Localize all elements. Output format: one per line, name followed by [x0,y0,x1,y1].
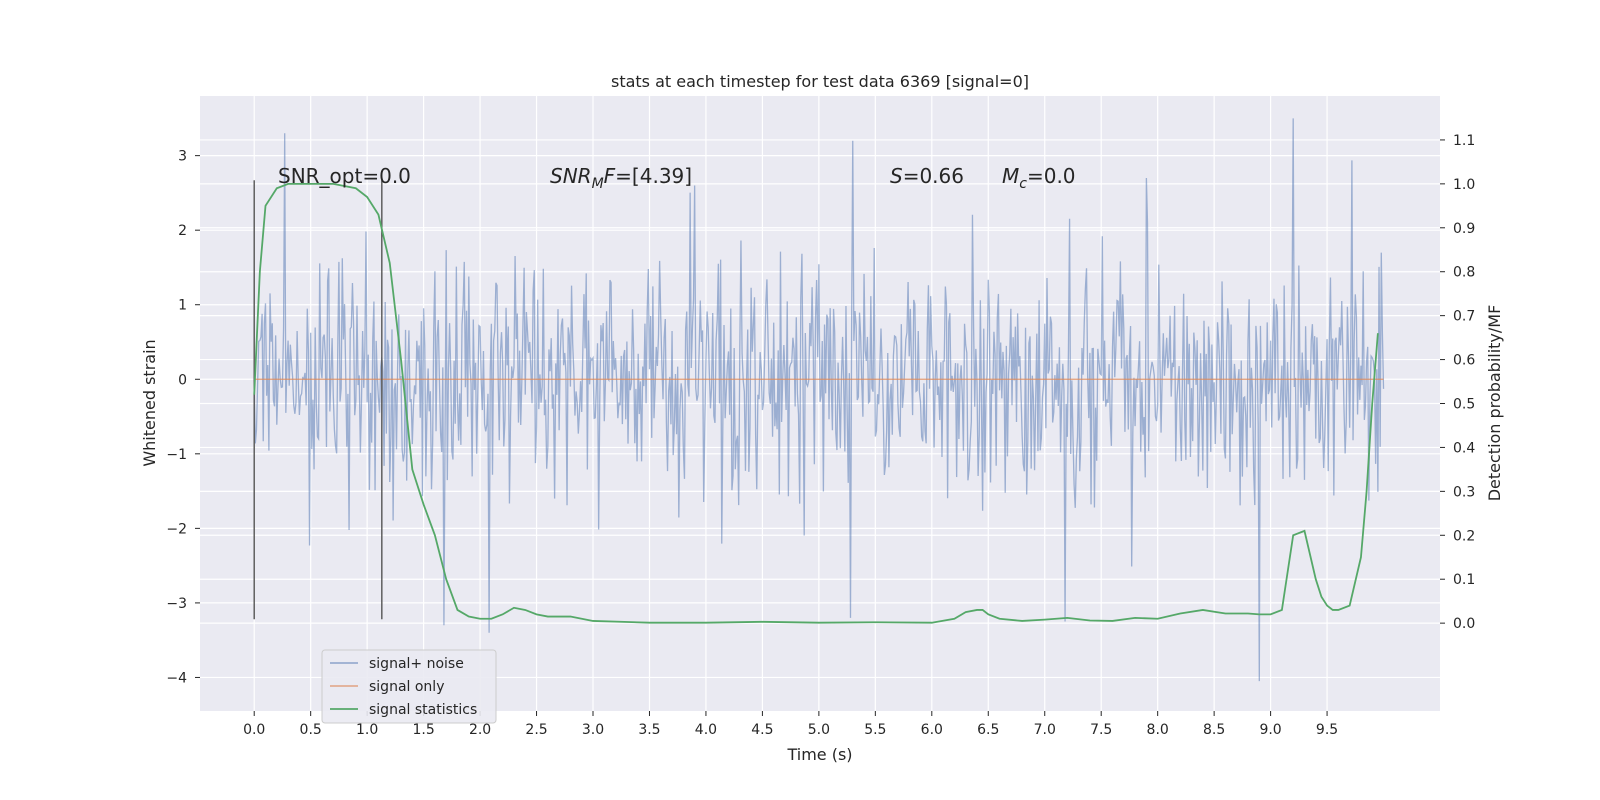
x-tick-label: 0.0 [243,722,265,738]
y-tick-label: −3 [166,596,187,612]
y-right-tick-label: 0.8 [1453,265,1475,281]
x-tick-label: 4.5 [751,722,773,738]
y-right-tick-labels: 1.1 1.0 0.9 0.8 0.7 0.6 0.5 0.4 0.3 0.2 0.1 0.0 [1440,133,1475,632]
marker-lines [253,180,383,620]
y-right-tick-label: 0.6 [1453,353,1475,369]
y-tick-labels: 3 2 1 0 −1 −2 −3 −4 [166,149,200,686]
noise-series [253,118,1385,682]
y-tick-label: 1 [178,298,187,314]
x-tick-label: 4.0 [695,722,717,738]
y-right-tick-label: 0.1 [1453,572,1475,588]
y-tick-label: 3 [178,149,187,165]
x-tick-label: 5.5 [864,722,886,738]
annotation-snr-mf: SNRMF=[4.39] [550,164,692,192]
noise-trace [253,118,1385,682]
x-tick-label: 9.5 [1316,722,1338,738]
y-tick-label: −1 [166,447,187,463]
y-right-tick-label: 1.0 [1453,177,1475,193]
y-tick-label: 2 [178,223,187,239]
y-tick-label: 0 [178,372,187,388]
grid-lines [200,96,1440,711]
signal-statistics-line [253,182,1379,624]
y-right-axis-label: Detection probability/MF [1485,305,1504,502]
legend-label-noise: signal+ noise [369,656,464,672]
x-tick-label: 3.5 [638,722,660,738]
y-axis-label: Whitened strain [140,339,159,466]
y-tick-label: −2 [166,521,187,537]
x-tick-label: 1.5 [412,722,434,738]
annotation-snr-opt: SNR_opt=0.0 [278,164,411,188]
annotation-mc: Mc=0.0 [1002,164,1076,192]
y-right-tick-label: 0.5 [1453,397,1475,413]
x-axis-label: Time (s) [786,745,852,764]
x-tick-label: 6.0 [921,722,943,738]
annotation-s: S=0.66 [890,164,964,188]
x-tick-label: 5.0 [808,722,830,738]
y-right-tick-label: 0.4 [1453,440,1475,456]
x-tick-label: 2.5 [525,722,547,738]
legend-box [321,649,497,724]
x-tick-label: 3.0 [582,722,604,738]
legend-label-stats: signal statistics [369,702,477,718]
y-tick-label: −4 [166,670,187,686]
y-right-tick-label: 0.2 [1453,528,1475,544]
y-right-tick-label: 1.1 [1453,133,1475,149]
legend: signal+ noise signal only signal statist… [321,649,497,724]
x-tick-label: 9.0 [1259,722,1281,738]
x-tick-label: 8.5 [1203,722,1225,738]
x-tick-label: 7.5 [1090,722,1112,738]
chart-title: stats at each timestep for test data 636… [611,72,1029,91]
x-tick-label: 1.0 [356,722,378,738]
y-right-tick-label: 0.0 [1453,616,1475,632]
legend-label-signal: signal only [369,679,444,695]
x-tick-label: 6.5 [977,722,999,738]
x-tick-label: 2.0 [469,722,491,738]
x-tick-label: 7.0 [1034,722,1056,738]
y-right-tick-label: 0.7 [1453,309,1475,325]
x-tick-labels: 0.0 0.5 1.0 1.5 2.0 2.5 3.0 3.5 4.0 4.5 5.0 5.5 6.0 6… [243,711,1338,738]
x-tick-label: 8.0 [1147,722,1169,738]
y-right-tick-label: 0.3 [1453,484,1475,500]
y-right-tick-label: 0.9 [1453,221,1475,237]
x-tick-label: 0.5 [300,722,322,738]
